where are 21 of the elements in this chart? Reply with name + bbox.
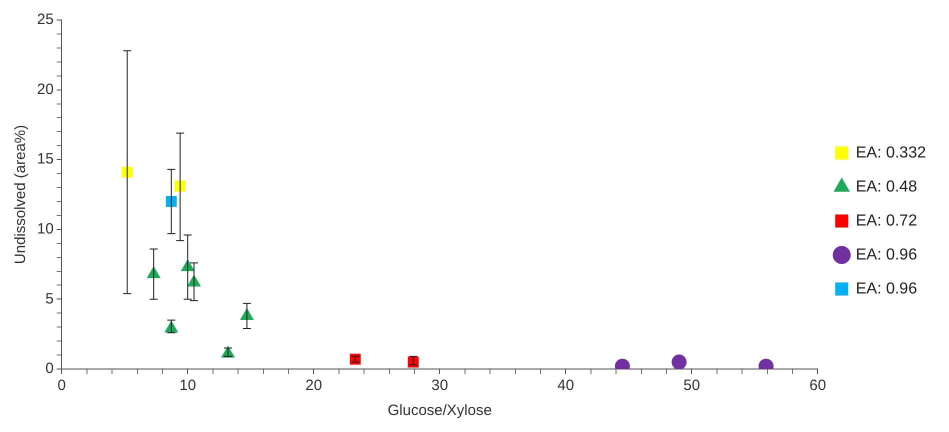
legend-label: EA: 0.332 [856, 144, 926, 162]
y-tick-label: 20 [36, 80, 54, 98]
point [221, 346, 235, 358]
legend-label: EA: 0.96 [856, 280, 918, 298]
x-tick-label: 40 [557, 377, 574, 394]
legend-label: EA: 0.96 [856, 246, 918, 264]
legend-label: EA: 0.48 [856, 178, 918, 196]
x-tick-label: 50 [683, 377, 700, 394]
x-tick-label: 20 [305, 377, 322, 394]
y-tick-label: 25 [36, 11, 54, 28]
x-tick-label: 0 [58, 377, 66, 394]
x-axis-title: Glucose/Xylose [388, 402, 492, 420]
y-tick-label: 10 [36, 220, 54, 238]
y-tick-label: 15 [36, 150, 54, 168]
x-tick-label: 30 [431, 377, 448, 394]
legend-label: EA: 0.72 [856, 212, 918, 230]
x-tick-label: 60 [809, 377, 826, 394]
x-tick-label: 10 [179, 377, 196, 394]
y-axis-title: Undissolved (area%) [12, 124, 30, 264]
y-tick-label: 5 [45, 290, 54, 308]
y-tick-label: 0 [45, 360, 54, 378]
